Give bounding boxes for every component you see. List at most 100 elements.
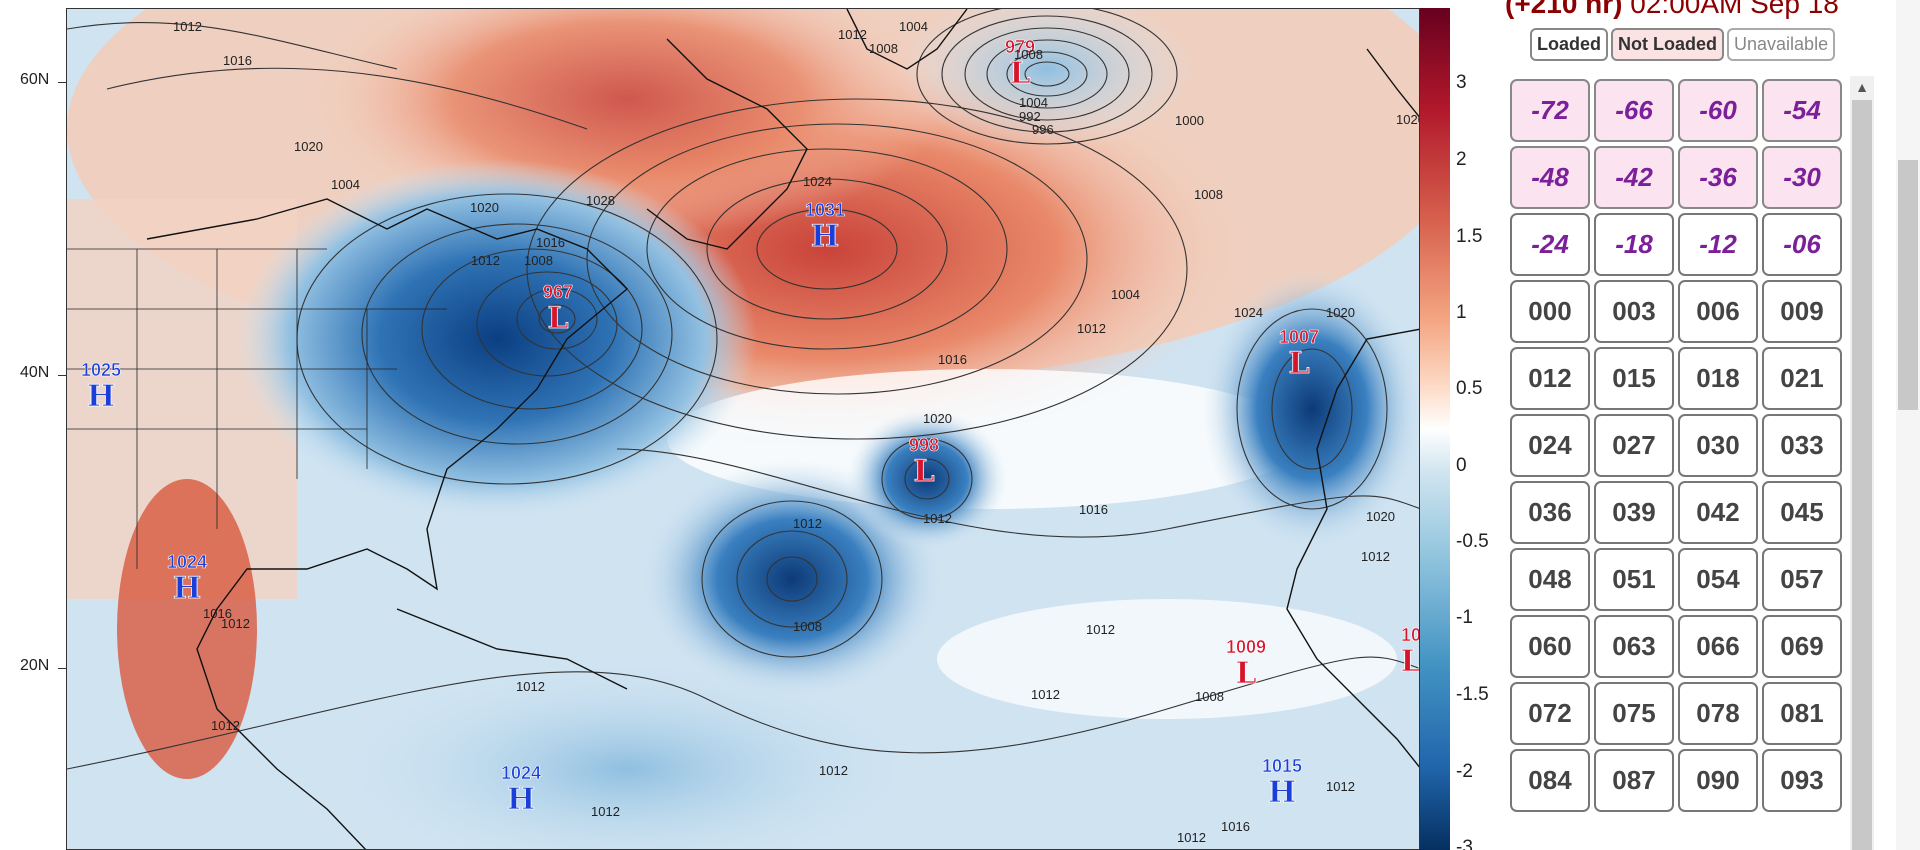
isobar-label: 1012	[1077, 321, 1106, 336]
isobar-label: 1012	[221, 616, 250, 631]
pressure-value: 10	[1401, 625, 1420, 645]
colorbar-label: -2	[1456, 761, 1473, 782]
isobar-label: 1012	[211, 718, 240, 733]
forecast-hour-button[interactable]: 015	[1594, 347, 1674, 410]
forecast-hour-button[interactable]: 087	[1594, 749, 1674, 812]
page-scroll-thumb[interactable]	[1898, 160, 1918, 410]
pressure-value: 1024	[501, 763, 541, 783]
forecast-hour-button[interactable]: 051	[1594, 548, 1674, 611]
scroll-thumb[interactable]	[1852, 100, 1872, 850]
pressure-type: H	[1268, 775, 1296, 810]
lat-tick	[58, 375, 66, 376]
isobar-label: 1012	[516, 679, 545, 694]
colorbar-label: -1	[1456, 607, 1473, 628]
lat-label-40n: 40N	[20, 364, 50, 381]
forecast-hour-button[interactable]: -18	[1594, 213, 1674, 276]
forecast-hour-button[interactable]: -36	[1678, 146, 1758, 209]
forecast-hour-button[interactable]: -06	[1762, 213, 1842, 276]
forecast-hour-button[interactable]: 012	[1510, 347, 1590, 410]
pressure-type: L	[1235, 656, 1256, 691]
legend-loaded: Loaded	[1530, 28, 1609, 61]
scroll-up-icon[interactable]: ▲	[1850, 76, 1874, 98]
forecast-hour-button[interactable]: -48	[1510, 146, 1590, 209]
isobar-label: 1008	[1194, 187, 1223, 202]
forecast-hour-button[interactable]: 021	[1762, 347, 1842, 410]
forecast-hour-button[interactable]: 069	[1762, 615, 1842, 678]
forecast-hour-button[interactable]: -12	[1678, 213, 1758, 276]
isobar-label: 1020	[1326, 305, 1355, 320]
pressure-type: L	[547, 301, 568, 336]
forecast-hour-button[interactable]: 024	[1510, 414, 1590, 477]
colorbar-label: 2	[1456, 149, 1467, 170]
forecast-hour-button[interactable]: 027	[1594, 414, 1674, 477]
page-scrollbar[interactable]	[1896, 0, 1920, 850]
forecast-hour-button[interactable]: 060	[1510, 615, 1590, 678]
forecast-hour-button[interactable]: 006	[1678, 280, 1758, 343]
pressure-value: 998	[909, 435, 939, 455]
colorbar-label: -3	[1456, 837, 1473, 850]
weather-map: 979 L 1031 H 967 L 1025 H 1007 L 998 L 1024 H 1009 L 102…	[66, 8, 1420, 850]
forecast-hour-button[interactable]: -66	[1594, 79, 1674, 142]
forecast-hour-button[interactable]: 057	[1762, 548, 1842, 611]
pressure-type: L	[1009, 56, 1030, 91]
forecast-hour-button[interactable]: 030	[1678, 414, 1758, 477]
forecast-hour-button[interactable]: 081	[1762, 682, 1842, 745]
isobar-label: 1012	[1177, 830, 1206, 845]
pressure-type: L	[1288, 346, 1309, 381]
forecast-hour-button[interactable]: 090	[1678, 749, 1758, 812]
colorbar-label: -1.5	[1456, 684, 1489, 705]
forecast-hour-button[interactable]: 009	[1762, 280, 1842, 343]
forecast-hour-button[interactable]: 045	[1762, 481, 1842, 544]
pressure-value: 1007	[1279, 327, 1319, 347]
legend-unavailable: Unavailable	[1727, 28, 1836, 61]
forecast-hour-button[interactable]: 063	[1594, 615, 1674, 678]
lat-label-20n: 20N	[20, 657, 50, 674]
isobar-label: 996	[1032, 122, 1054, 137]
forecast-hour-button[interactable]: -54	[1762, 79, 1842, 142]
forecast-hour-button[interactable]: 048	[1510, 548, 1590, 611]
forecast-hour-button[interactable]: 066	[1678, 615, 1758, 678]
isobar-label: 1004	[1111, 287, 1140, 302]
isobar-label: 1020	[1396, 112, 1420, 127]
forecast-hour-button[interactable]: 000	[1510, 280, 1590, 343]
forecast-hour-button[interactable]: -60	[1678, 79, 1758, 142]
forecast-hour-button[interactable]: 054	[1678, 548, 1758, 611]
forecast-hour-button[interactable]: -72	[1510, 79, 1590, 142]
forecast-hour-button[interactable]: 018	[1678, 347, 1758, 410]
isobar-label: 1016	[223, 53, 252, 68]
forecast-hour-button[interactable]: -42	[1594, 146, 1674, 209]
hour-list-scrollbar[interactable]: ▲	[1850, 76, 1874, 850]
legend-not-loaded: Not Loaded	[1611, 28, 1725, 61]
forecast-hour-button[interactable]: 033	[1762, 414, 1842, 477]
isobar-label: 1020	[294, 139, 323, 154]
pressure-type: L	[1400, 644, 1420, 679]
isobar-label: 1012	[471, 253, 500, 268]
forecast-hour-button[interactable]: -30	[1762, 146, 1842, 209]
pressure-value: 1009	[1226, 637, 1266, 657]
forecast-hour-button[interactable]: 078	[1678, 682, 1758, 745]
isobar-label: 1012	[819, 763, 848, 778]
isobar-label: 1016	[536, 235, 565, 250]
forecast-hour-button[interactable]: 036	[1510, 481, 1590, 544]
isobar-label: 1020	[470, 200, 499, 215]
isobar-label: 1012	[1031, 687, 1060, 702]
forecast-hour-button[interactable]: 039	[1594, 481, 1674, 544]
forecast-hour-button[interactable]: 003	[1594, 280, 1674, 343]
colorbar-label: -0.5	[1456, 531, 1489, 552]
forecast-hour-button[interactable]: 084	[1510, 749, 1590, 812]
isobar-label: 1016	[203, 606, 232, 621]
forecast-hour-button[interactable]: 075	[1594, 682, 1674, 745]
forecast-hour-button[interactable]: 042	[1678, 481, 1758, 544]
isobar-label: 1004	[331, 177, 360, 192]
isobar-label: 1004	[899, 19, 928, 34]
colorbar-label: 1	[1456, 302, 1467, 323]
forecast-hour-button[interactable]: 072	[1510, 682, 1590, 745]
forecast-hour-button[interactable]: -24	[1510, 213, 1590, 276]
isobar-label: 1012	[838, 27, 867, 42]
forecast-hour-button[interactable]: 093	[1762, 749, 1842, 812]
